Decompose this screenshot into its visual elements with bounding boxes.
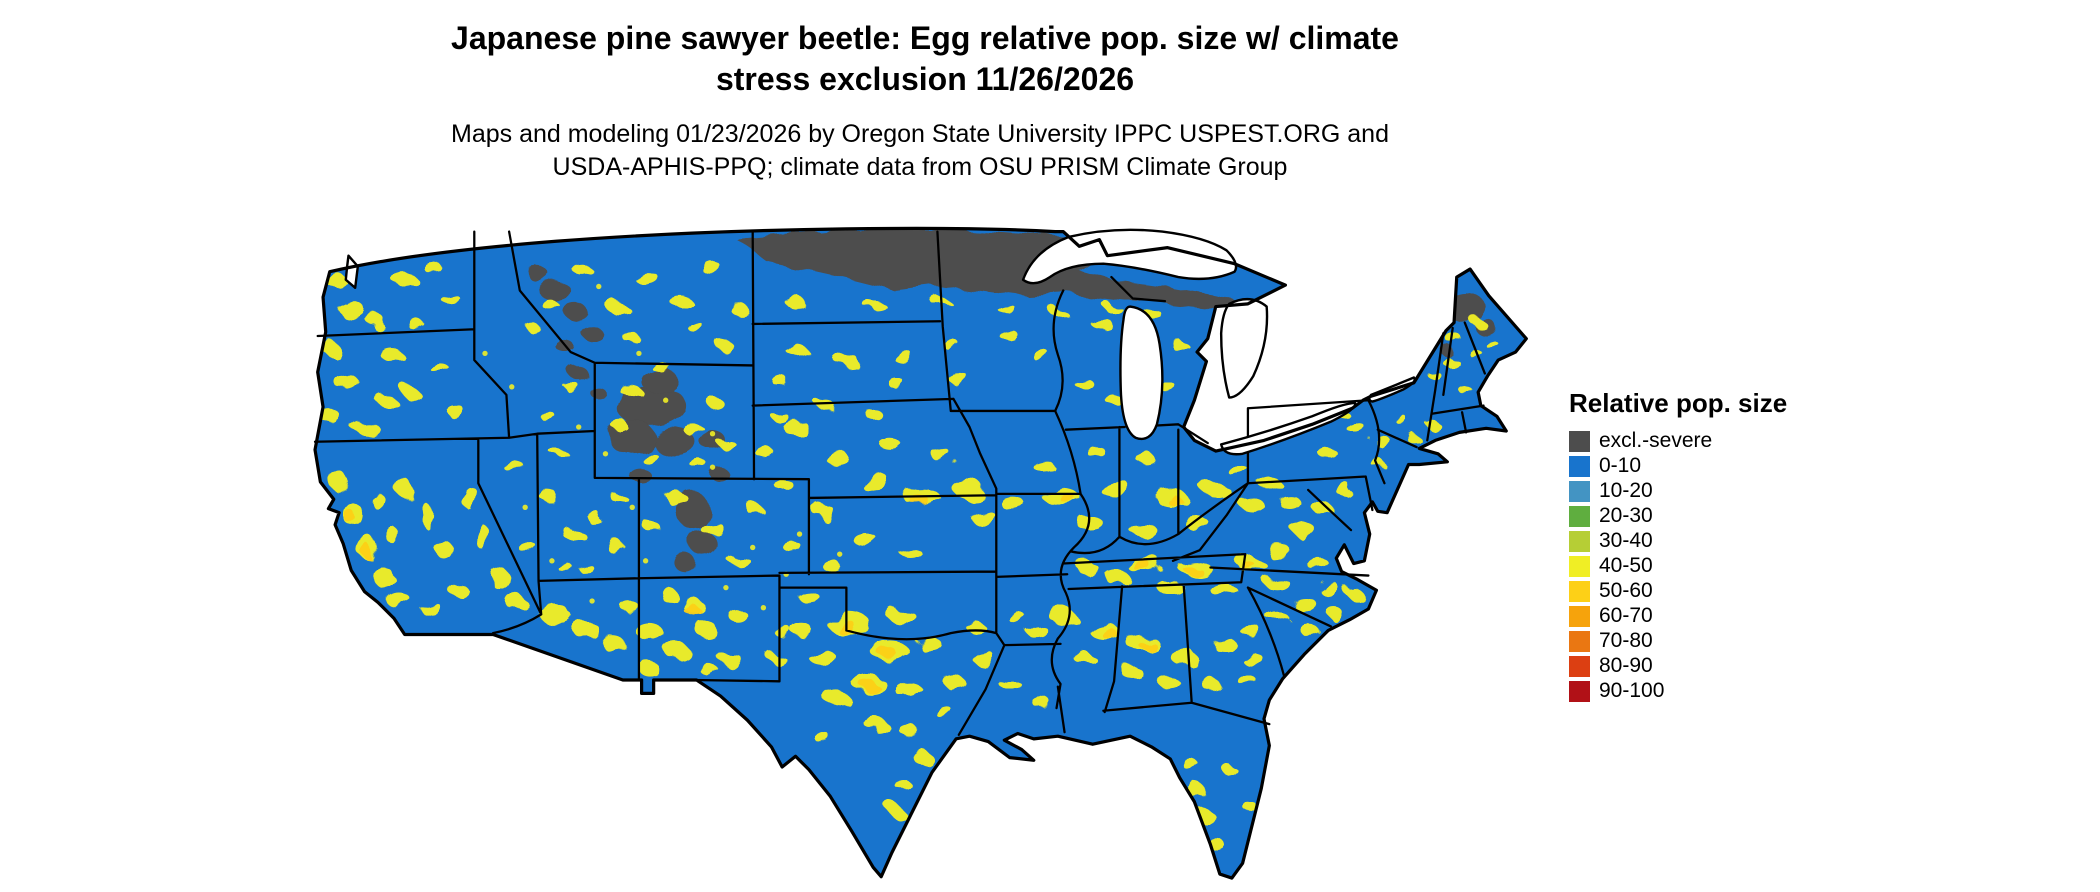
legend-item: 0-10 [1569, 454, 1787, 478]
legend-swatch [1569, 480, 1590, 502]
legend-title: Relative pop. size [1569, 388, 1788, 418]
legend-swatch [1569, 580, 1590, 602]
legend-item: excl.-severe [1569, 429, 1787, 453]
legend-label: 10-20 [1599, 479, 1653, 502]
legend-label: excl.-severe [1599, 429, 1713, 452]
page-subtitle: Maps and modeling 01/23/2026 by Oregon S… [220, 118, 1620, 184]
exclusion-band-north [736, 228, 1248, 310]
legend-label: 50-60 [1599, 579, 1653, 602]
page-title: Japanese pine sawyer beetle: Egg relativ… [220, 18, 1630, 100]
legend-label: 20-30 [1599, 504, 1653, 527]
legend-label: 90-100 [1599, 679, 1665, 702]
title-line-2: stress exclusion 11/26/2026 [715, 60, 1135, 97]
legend-item: 30-40 [1569, 529, 1787, 553]
legend-swatch [1569, 605, 1590, 627]
legend-swatch [1569, 530, 1590, 552]
legend-swatch [1569, 655, 1590, 677]
legend-item: 10-20 [1569, 479, 1787, 503]
legend-item: 20-30 [1569, 504, 1787, 528]
legend-item: 50-60 [1569, 579, 1787, 603]
legend-label: 60-70 [1599, 604, 1653, 627]
legend-label: 80-90 [1599, 654, 1653, 677]
subtitle-line-2: USDA-APHIS-PPQ; climate data from OSU PR… [552, 153, 1288, 181]
legend-swatch [1569, 430, 1590, 452]
legend-item: 60-70 [1569, 604, 1787, 628]
legend-item: 70-80 [1569, 629, 1787, 653]
lake-huron [1219, 297, 1269, 399]
legend-swatch [1569, 630, 1590, 652]
subtitle-line-1: Maps and modeling 01/23/2026 by Oregon S… [451, 120, 1389, 148]
legend-label: 40-50 [1599, 554, 1653, 577]
us-outline [313, 226, 1528, 880]
legend-item: 80-90 [1569, 654, 1787, 678]
lake-michigan [1119, 305, 1164, 441]
legend-swatch [1569, 680, 1590, 702]
map-legend: Relative pop. size excl.-severe 0-10 10-… [1569, 388, 1787, 704]
legend-item: 40-50 [1569, 554, 1787, 578]
title-line-1: Japanese pine sawyer beetle: Egg relativ… [451, 20, 1399, 56]
legend-label: 70-80 [1599, 629, 1653, 652]
hotspot-speckles [482, 283, 843, 611]
us-map [313, 226, 1528, 880]
legend-label: 30-40 [1599, 529, 1653, 552]
map-base [315, 228, 1527, 879]
legend-label: 0-10 [1599, 454, 1642, 477]
legend-item: 90-100 [1569, 679, 1787, 703]
legend-swatch [1569, 455, 1590, 477]
legend-swatch [1569, 505, 1590, 527]
legend-swatch [1569, 555, 1590, 577]
